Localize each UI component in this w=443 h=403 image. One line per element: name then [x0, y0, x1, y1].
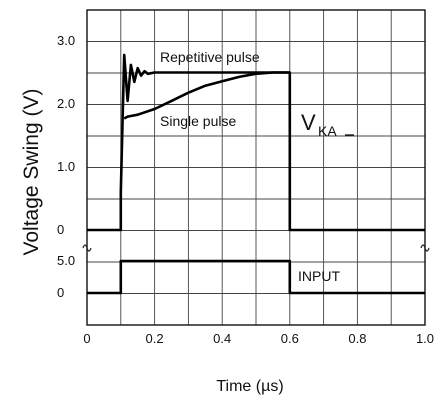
plot-border: [86, 9, 426, 326]
y-tick-labels: 3.0 2.0 1.0 0 5.0 0: [57, 33, 75, 300]
y-axis-label: Voltage Swing (V): [20, 89, 43, 256]
series-line-repetitive-pulse: [87, 53, 425, 232]
y-tick-label-lower: 5.0: [57, 253, 75, 268]
x-tick-labels: 0 0.2 0.4 0.6 0.8 1.0: [83, 331, 434, 346]
y-tick-label-upper: 3.0: [57, 33, 75, 48]
x-tick-label: 0.8: [348, 331, 366, 346]
series-line-single-pulse: [123, 71, 290, 120]
x-tick-label: 0.6: [281, 331, 299, 346]
x-tick-label: 0: [83, 331, 90, 346]
left-break-mark: [82, 244, 92, 252]
right-break-mark: [420, 244, 430, 252]
y-tick-label-upper: 1.0: [57, 159, 75, 174]
input-label: INPUT: [298, 268, 340, 284]
x-tick-label: 0.4: [213, 331, 231, 346]
series-line-input: [87, 259, 425, 295]
series-lines: [87, 53, 425, 295]
axis-break-marks: [82, 244, 430, 252]
vka-subscript: KA: [318, 123, 337, 139]
y-tick-label-upper: 2.0: [57, 96, 75, 111]
vka-label: V: [301, 110, 316, 135]
x-tick-label: 1.0: [416, 331, 434, 346]
plot-frame: [86, 9, 426, 326]
x-axis-label: Time (µs): [216, 378, 283, 395]
single-pulse-label: Single pulse: [160, 113, 236, 129]
repetitive-pulse-label: Repetitive pulse: [160, 49, 260, 65]
y-tick-label-upper: 0: [57, 222, 64, 237]
x-tick-label: 0.2: [146, 331, 164, 346]
y-tick-label-lower: 0: [57, 285, 64, 300]
